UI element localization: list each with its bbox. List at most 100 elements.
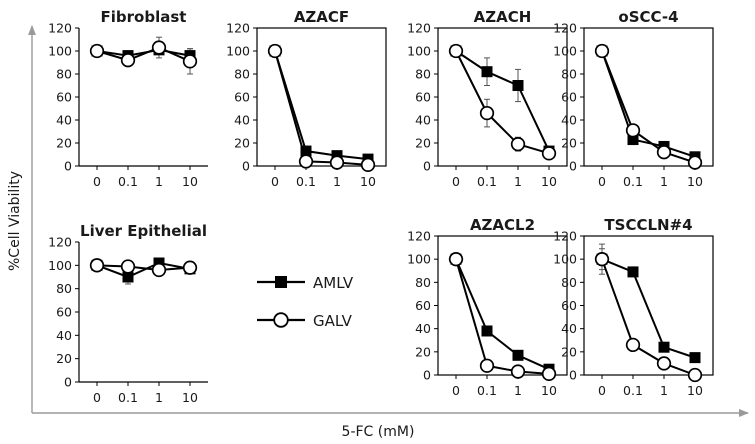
- azach-xtick-label: 0: [452, 174, 460, 189]
- fibroblast-ytick-label: 40: [56, 113, 72, 128]
- azacf-ytick-label: 60: [234, 90, 250, 105]
- oscc-4-ytick-label: 20: [561, 136, 577, 151]
- azach-series-galv: [453, 48, 552, 157]
- fibroblast-ytick-label: 80: [56, 67, 72, 82]
- tsccln-4-amlv-point: [627, 266, 639, 278]
- tsccln-4-ytick-label: 0: [569, 368, 577, 383]
- legend: AMLV GALV: [257, 274, 354, 330]
- azach-galv-point: [510, 136, 526, 152]
- tsccln-4-galv-point: [687, 367, 703, 383]
- azacl2-amlv-point: [512, 349, 524, 361]
- azacf-ytick-label: 40: [234, 113, 250, 128]
- fibroblast-title: Fibroblast: [101, 8, 187, 26]
- oscc-4-title: oSCC-4: [618, 8, 678, 26]
- tsccln-4-ytick-label: 100: [553, 252, 577, 267]
- x-axis-label: 5-FC (mM): [342, 424, 415, 440]
- fibroblast-series-galv: [94, 36, 193, 75]
- azach-ytick-label: 100: [407, 44, 431, 59]
- liver-epithelial-ytick-label: 40: [56, 328, 72, 343]
- azacf-xtick-label: 0: [271, 174, 279, 189]
- liver-epithelial-ytick-label: 0: [64, 375, 72, 390]
- tsccln-4-galv-point: [625, 337, 641, 353]
- azach-galv-line: [455, 50, 550, 155]
- azacl2-galv-point: [479, 358, 495, 373]
- azach-ytick-label: 60: [415, 90, 431, 105]
- azacl2-ytick-label: 40: [415, 321, 431, 336]
- liver-epithelial-galv-line: [96, 264, 191, 272]
- tsccln-4-title: TSCCLN#4: [604, 216, 692, 234]
- azach-xtick-label: 10: [541, 174, 557, 189]
- azacf-series-amlv: [272, 48, 371, 161]
- azacl2-ytick-label: 20: [415, 344, 431, 359]
- fibroblast-ytick-label: 60: [56, 90, 72, 105]
- azacl2-xtick-label: 0.1: [477, 383, 497, 398]
- azach-amlv-line: [455, 50, 550, 152]
- liver-epithelial-galv-point: [151, 262, 167, 278]
- azacl2-galv-point: [448, 252, 464, 267]
- azacf-xtick-label: 0.1: [296, 174, 316, 189]
- liver-epithelial-xtick-label: 0.1: [118, 390, 138, 405]
- oscc-4-ytick-label: 100: [553, 44, 577, 59]
- fibroblast-ytick-label: 120: [48, 21, 72, 36]
- oscc-4-galv-point: [625, 123, 641, 138]
- azacl2-ytick-label: 120: [407, 229, 431, 244]
- azacf-ytick-label: 20: [234, 136, 250, 151]
- azacl2-xtick-label: 0: [452, 383, 460, 398]
- tsccln-4-series-galv: [599, 248, 698, 377]
- azacf-galv-point: [329, 155, 345, 170]
- oscc-4-galv-point: [594, 43, 610, 59]
- oscc-4-galv-line: [601, 50, 696, 164]
- fibroblast-xtick-label: 0: [93, 174, 101, 189]
- azacf-amlv-line: [274, 50, 369, 161]
- legend-amlv-marker: [275, 276, 287, 288]
- fibroblast-xtick-label: 10: [182, 174, 198, 189]
- fibroblast-amlv-line: [96, 48, 191, 57]
- liver-epithelial-series-amlv: [94, 259, 193, 285]
- liver-epithelial-ytick-label: 20: [56, 351, 72, 366]
- fibroblast-galv-point: [182, 54, 198, 69]
- azacf-xtick-label: 10: [360, 174, 376, 189]
- panel-azach: AZACH 0 20 40 60 80 100 120 0 0.1 1 10: [407, 8, 568, 189]
- azacf-xtick-label: 1: [333, 174, 341, 189]
- azacl2-ytick-label: 60: [415, 298, 431, 313]
- azacf-ytick-label: 0: [242, 159, 250, 174]
- azacl2-xtick-label: 10: [541, 383, 557, 398]
- panel-oscc4: oSCC-4 0 20 40 60 80 100 120 0 0.1 1 10: [553, 8, 714, 189]
- oscc-4-ytick-label: 40: [561, 113, 577, 128]
- liver-epithelial-ytick-label: 100: [48, 258, 72, 273]
- azacf-ytick-label: 120: [226, 21, 250, 36]
- legend-galv-marker: [273, 312, 289, 328]
- azacf-ytick-label: 100: [226, 44, 250, 59]
- fibroblast-galv-point: [151, 40, 167, 55]
- tsccln-4-xtick-label: 10: [687, 383, 703, 398]
- azach-amlv-point: [481, 66, 493, 78]
- fibroblast-ytick-label: 0: [64, 159, 72, 174]
- azach-ytick-label: 120: [407, 21, 431, 36]
- liver-epithelial-xtick-label: 0: [93, 390, 101, 405]
- azach-galv-point: [479, 105, 495, 121]
- oscc-4-ytick-label: 120: [553, 21, 577, 36]
- tsccln-4-galv-point: [656, 356, 672, 371]
- fibroblast-xtick-label: 1: [155, 174, 163, 189]
- azach-title: AZACH: [474, 8, 532, 26]
- oscc-4-xtick-label: 1: [660, 174, 668, 189]
- tsccln-4-galv-line: [601, 258, 696, 376]
- azach-ytick-label: 40: [415, 113, 431, 128]
- azacf-galv-point: [360, 157, 376, 173]
- liver-epithelial-series-galv: [94, 261, 193, 274]
- tsccln-4-xtick-label: 1: [660, 383, 668, 398]
- fibroblast-galv-point: [89, 43, 105, 59]
- azacf-title: AZACF: [294, 8, 349, 26]
- liver-epithelial-galv-point: [182, 260, 198, 275]
- azacl2-amlv-line: [455, 258, 550, 371]
- azach-xtick-label: 0.1: [477, 174, 497, 189]
- tsccln-4-ytick-label: 60: [561, 298, 577, 313]
- fibroblast-galv-point: [120, 53, 136, 68]
- panel-azacl2: AZACL2 0 20 40 60 80 100 120 0 0.1 1 10: [407, 216, 568, 398]
- azach-ytick-label: 80: [415, 67, 431, 82]
- legend-galv-label: GALV: [313, 312, 353, 330]
- azacf-galv-point: [298, 154, 314, 169]
- tsccln-4-amlv-point: [658, 341, 670, 353]
- azach-ytick-label: 20: [415, 136, 431, 151]
